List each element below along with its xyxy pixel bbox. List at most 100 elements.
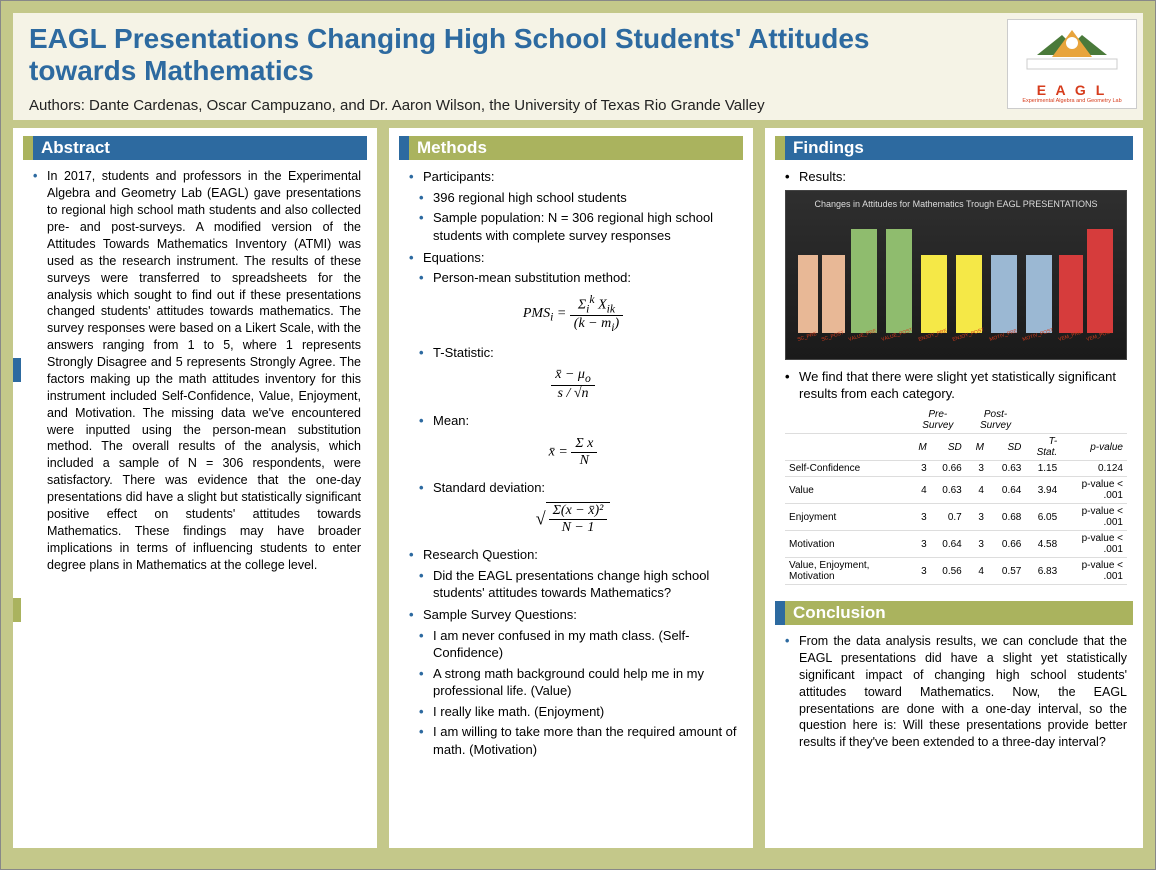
chart-bar: VALUE_POST (882, 229, 914, 345)
chart-title: Changes in Attitudes for Mathematics Tro… (794, 199, 1118, 209)
table-cell: 3.94 (1025, 477, 1061, 504)
findings-heading: Findings (785, 136, 1133, 160)
abstract-text: In 2017, students and professors in the … (33, 168, 361, 573)
table-row: Motivation30.6430.664.58p-value < .001 (785, 531, 1127, 558)
participants-label: Participants: (409, 168, 737, 186)
table-cell: 3 (910, 504, 931, 531)
chart-bar-label: SC_PRE (797, 331, 819, 345)
chart-bar: MOTIV_PRE (990, 255, 1019, 345)
findings-chart: Changes in Attitudes for Mathematics Tro… (785, 190, 1127, 360)
participant-item: 396 regional high school students (419, 189, 737, 207)
table-cell: 4 (910, 477, 931, 504)
chart-bar: VEM_POST (1087, 229, 1114, 345)
chart-bar: SC_POST (822, 255, 845, 345)
table-cell: 0.66 (931, 461, 966, 477)
research-q-label: Research Question: (409, 546, 737, 564)
abstract-body: In 2017, students and professors in the … (23, 166, 367, 584)
sample-q: A strong math background could help me i… (419, 665, 737, 700)
table-cell: Enjoyment (785, 504, 910, 531)
poster-root: EAGL Presentations Changing High School … (0, 0, 1156, 870)
table-col-header: M (966, 434, 988, 461)
logo-subtext: Experimental Algebra and Geometry Lab (1022, 98, 1121, 104)
table-cell: 4 (966, 477, 988, 504)
col-abstract: Abstract In 2017, students and professor… (13, 128, 377, 848)
authors-line: Authors: Dante Cardenas, Oscar Campuzano… (29, 97, 1127, 114)
table-cell: 3 (966, 531, 988, 558)
table-header-row: MSDMSDT-Stat.p-value (785, 434, 1127, 461)
findings-body: Results: Changes in Attitudes for Mathem… (775, 166, 1133, 599)
stats-table: Pre-Survey Post-Survey MSDMSDT-Stat.p-va… (785, 407, 1127, 585)
chart-bar-rect (1087, 229, 1113, 333)
chart-bar-rect (921, 255, 947, 333)
chart-bar: MOTIV_POST (1023, 255, 1055, 345)
table-col-header: p-value (1061, 434, 1127, 461)
chart-bar: VALUE_PRE (849, 229, 878, 345)
table-cell: 0.64 (988, 477, 1025, 504)
table-cell: 0.57 (988, 558, 1025, 585)
chart-bar-rect (956, 255, 982, 333)
table-cell: 6.83 (1025, 558, 1061, 585)
eq-label: T-Statistic: (419, 344, 737, 362)
findings-summary: We find that there were slight yet stati… (785, 368, 1127, 403)
table-cell: p-value < .001 (1061, 531, 1127, 558)
table-cell: 0.63 (931, 477, 966, 504)
accent-blue-icon (13, 358, 21, 382)
table-cell: 4.58 (1025, 531, 1061, 558)
chart-bar-rect (886, 229, 912, 333)
table-col-header: M (910, 434, 931, 461)
conclusion-body: From the data analysis results, we can c… (775, 631, 1133, 762)
eq-label: Mean: (419, 412, 737, 430)
chart-bar-rect (1026, 255, 1052, 333)
table-cell: p-value < .001 (1061, 558, 1127, 585)
eagl-logo-graphic (1017, 25, 1127, 80)
eq-tstat: x̄ − μos / √n (409, 367, 737, 402)
abstract-header: Abstract (23, 136, 367, 160)
table-row: Enjoyment30.730.686.05p-value < .001 (785, 504, 1127, 531)
eq-mean: x̄ = Σ xN (409, 436, 737, 469)
table-cell: 3 (966, 461, 988, 477)
abstract-heading: Abstract (33, 136, 367, 160)
chart-bar-rect (1059, 255, 1083, 333)
table-col-header: T-Stat. (1025, 434, 1061, 461)
table-cell: 1.15 (1025, 461, 1061, 477)
methods-header: Methods (399, 136, 743, 160)
eq-pms: PMSi = Σik Xik(k − mi) (409, 293, 737, 334)
chart-bar: ENJOY_POST (953, 255, 986, 345)
col-findings: Findings Results: Changes in Attitudes f… (765, 128, 1143, 848)
eq-label: Standard deviation: (419, 479, 737, 497)
equations-label: Equations: (409, 249, 737, 267)
table-cell: 3 (910, 558, 931, 585)
results-label: Results: (785, 168, 1127, 186)
table-cell: p-value < .001 (1061, 477, 1127, 504)
table-col-header: SD (988, 434, 1025, 461)
chart-bars: SC_PRESC_POSTVALUE_PREVALUE_POSTENJOY_PR… (794, 215, 1118, 345)
chart-bar-rect (851, 229, 877, 333)
table-cell: 0.63 (988, 461, 1025, 477)
sample-q: I am willing to take more than the requi… (419, 723, 737, 758)
table-cell: p-value < .001 (1061, 504, 1127, 531)
table-cell: 4 (966, 558, 988, 585)
accent-olive-icon (13, 598, 21, 622)
table-row: Value, Enjoyment, Motivation30.5640.576.… (785, 558, 1127, 585)
chart-bar: VEM_PRE (1059, 255, 1083, 345)
table-col-header (785, 434, 910, 461)
findings-header: Findings (775, 136, 1133, 160)
table-group-header: Pre-Survey Post-Survey (785, 407, 1127, 434)
sample-q-label: Sample Survey Questions: (409, 606, 737, 624)
chart-bar: SC_PRE (798, 255, 818, 345)
header: EAGL Presentations Changing High School … (13, 13, 1143, 120)
table-row: Self-Confidence30.6630.631.150.124 (785, 461, 1127, 477)
chart-bar-rect (798, 255, 818, 333)
columns: Abstract In 2017, students and professor… (13, 128, 1143, 848)
table-cell: 6.05 (1025, 504, 1061, 531)
table-body: Self-Confidence30.6630.631.150.124Value4… (785, 461, 1127, 585)
conclusion-header: Conclusion (775, 601, 1133, 625)
participant-item: Sample population: N = 306 regional high… (419, 209, 737, 244)
sample-q: I really like math. (Enjoyment) (419, 703, 737, 721)
col-methods: Methods Participants: 396 regional high … (389, 128, 753, 848)
table-cell: Value (785, 477, 910, 504)
table-cell: 0.56 (931, 558, 966, 585)
table-cell: 0.7 (931, 504, 966, 531)
conclusion-text: From the data analysis results, we can c… (785, 633, 1127, 751)
table-cell: 0.64 (931, 531, 966, 558)
